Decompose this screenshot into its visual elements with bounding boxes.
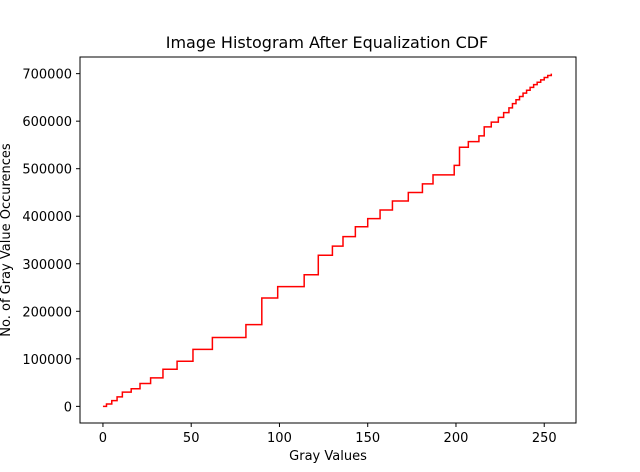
x-tick-label: 150 — [355, 431, 380, 446]
plot-frame — [79, 56, 577, 424]
y-axis-label: No. of Gray Value Occurences — [0, 143, 14, 337]
x-tick-label: 0 — [99, 431, 107, 446]
cdf-series-line — [102, 73, 553, 408]
y-tick-label: 500000 — [22, 163, 72, 178]
x-tick-label: 100 — [267, 431, 292, 446]
y-tick-label: 600000 — [22, 115, 72, 130]
y-tick-label: 0 — [64, 400, 72, 415]
x-axis-label: Gray Values — [289, 449, 367, 464]
x-axis-ticks: 0 50 100 150 200 250 — [99, 423, 557, 446]
x-tick-label: 50 — [183, 431, 200, 446]
x-tick-label: 250 — [532, 431, 557, 446]
plot-area — [102, 73, 553, 408]
y-axis-ticks: 0 100000 200000 300000 400000 500000 600000 700… — [22, 68, 80, 415]
y-tick-label: 200000 — [22, 305, 72, 320]
y-tick-label: 400000 — [22, 210, 72, 225]
y-tick-label: 300000 — [22, 258, 72, 273]
y-tick-label: 100000 — [22, 353, 72, 368]
x-tick-label: 200 — [444, 431, 469, 446]
y-tick-label: 700000 — [22, 68, 72, 83]
chart-title: Image Histogram After Equalization CDF — [166, 33, 489, 52]
